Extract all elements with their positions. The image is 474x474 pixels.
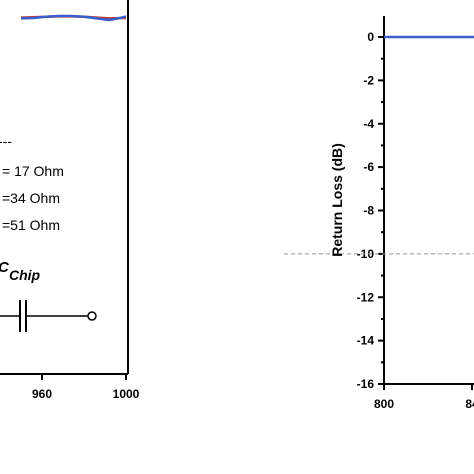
legend-entry-3: =51 Ohm [2,217,60,233]
schematic-c-glyph: C [0,259,10,276]
right-y-ticks: 0 -2 -4 -6 -8 -10 -12 -14 -16 [357,30,384,391]
right-y-tick-label: -2 [363,73,374,87]
right-y-tick-label: -6 [363,160,374,174]
right-y-tick-label: -14 [357,334,375,348]
left-series-group [20,14,127,22]
schematic-terminal [87,311,97,321]
right-y-tick-label: -12 [357,290,375,304]
right-y-tick-label: -4 [363,117,374,131]
left-x-tick-label: 960 [32,387,52,401]
right-y-tick-label: -10 [357,247,375,261]
right-x-tick-label: 84 [465,397,474,411]
right-y-tick-label: -16 [357,377,375,391]
capacitor-schematic: C Chip [0,259,97,332]
left-panel: 960 1000 --- = 17 Ohm =34 Ohm =51 Ohm C C… [0,0,140,401]
right-x-tick-label: 800 [374,397,394,411]
right-y-tick-label: 0 [367,30,374,44]
legend-entry-1: = 17 Ohm [2,163,64,179]
left-series-line-2 [20,14,127,22]
schematic-chip-label: Chip [9,267,41,283]
left-x-tick-label: 1000 [113,387,140,401]
y-axis-label: Return Loss (dB) [329,143,345,257]
left-x-ticks: 960 1000 [32,374,140,401]
right-x-ticks: 800 84 [374,384,474,411]
legend-dash: --- [0,133,12,149]
right-y-tick-label: -8 [363,204,374,218]
right-panel: 0 -2 -4 -6 -8 -10 -12 -14 -16 800 84 Return Loss … [284,16,474,411]
legend-entry-2: =34 Ohm [2,190,60,206]
